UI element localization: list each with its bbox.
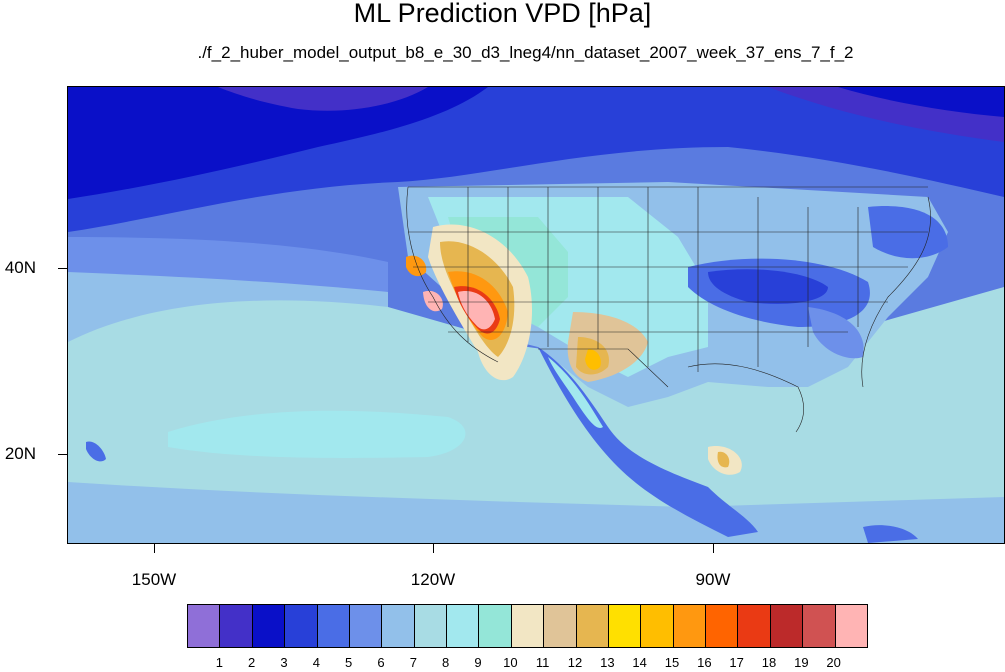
hot-band-20 [458, 291, 495, 330]
map-title: ML Prediction VPD [hPa] [353, 0, 652, 28]
lat-tick-40n-left [58, 268, 67, 269]
colorbar-segment [382, 605, 415, 647]
east-coast [861, 196, 931, 388]
vpd-field [68, 87, 1004, 543]
lon-label-120w: 120W [410, 570, 456, 589]
colorbar-segment [511, 605, 545, 647]
colorbar-label: 4 [312, 655, 320, 670]
hawaii-islands [86, 441, 106, 462]
caribbean-spot-core [717, 451, 730, 468]
southeast-band-6 [808, 307, 864, 359]
vpd-map [67, 86, 1005, 544]
colorbar-label: 14 [632, 655, 647, 670]
field-band-3-east [838, 87, 1004, 117]
colorbar-segment [803, 605, 836, 647]
colorbar-label: 12 [567, 655, 583, 670]
colorbar-segment [252, 605, 286, 647]
lat-label-20n: 20N [4, 444, 36, 463]
colorbar-segment [414, 605, 447, 647]
colorbar-label: 10 [503, 655, 518, 670]
texas-band-15 [585, 349, 601, 370]
lon-label-90w: 90W [695, 570, 731, 589]
colorbar-segment [479, 605, 512, 647]
colorbar-label: 6 [377, 655, 385, 670]
colorbar-segment [641, 605, 674, 647]
colorbar-label: 20 [826, 655, 841, 670]
colorbar-segment [188, 605, 221, 647]
colorbar-segment [770, 605, 804, 647]
colorbar-label: 9 [474, 655, 482, 670]
field-band-2 [218, 87, 428, 111]
colorbar-label: 11 [535, 655, 550, 670]
mexico-band-9 [548, 357, 603, 428]
colorbar-label: 1 [215, 655, 223, 670]
lon-tick-120w [433, 543, 434, 553]
west-coast [406, 186, 499, 363]
colorbar-segment [220, 605, 253, 647]
colorbar [187, 604, 868, 648]
colorbar-segment [349, 605, 383, 647]
colorbar-label: 16 [697, 655, 712, 670]
colorbar-segment [576, 605, 609, 647]
colorbar-label: 2 [248, 655, 256, 670]
colorbar-segment [447, 605, 480, 647]
colorbar-segment [706, 605, 739, 647]
colorbar-label: 18 [761, 655, 777, 670]
mexico-band-5 [538, 347, 758, 537]
colorbar-segment [835, 605, 867, 647]
lon-tick-90w [713, 543, 714, 553]
border-mexico [538, 348, 669, 388]
colorbar-segment [608, 605, 642, 647]
colorbar-segment [317, 605, 350, 647]
colorbar-label: 17 [729, 655, 744, 670]
south-spot [863, 525, 918, 543]
colorbar-label: 15 [664, 655, 680, 670]
colorbar-segment [673, 605, 706, 647]
lon-tick-150w [154, 543, 155, 553]
field-band-9 [168, 410, 466, 458]
colorbar-label: 7 [409, 655, 417, 670]
colorbar-segment [738, 605, 771, 647]
boundaries [406, 186, 931, 433]
colorbar-label: 3 [280, 655, 288, 670]
east-band-4 [708, 269, 828, 304]
lat-label-40n: 40N [4, 258, 36, 277]
field-band-7-south [68, 482, 1004, 543]
colorbar-label: 8 [442, 655, 450, 670]
colorbar-segment [285, 605, 318, 647]
colorbar-label: 5 [345, 655, 353, 670]
colorbar-label: 13 [600, 655, 615, 670]
colorbar-label: 19 [794, 655, 809, 670]
lon-label-150w: 150W [131, 570, 177, 589]
lat-tick-20n-left [58, 454, 67, 455]
field-band-3 [68, 87, 488, 199]
colorbar-segment [544, 605, 577, 647]
hot-spot-coast [406, 255, 427, 277]
gulf-coast [687, 363, 804, 433]
map-subtitle: ./f_2_huber_model_output_b8_e_30_d3_lneg… [197, 43, 854, 62]
state-lines-ew [408, 231, 928, 333]
